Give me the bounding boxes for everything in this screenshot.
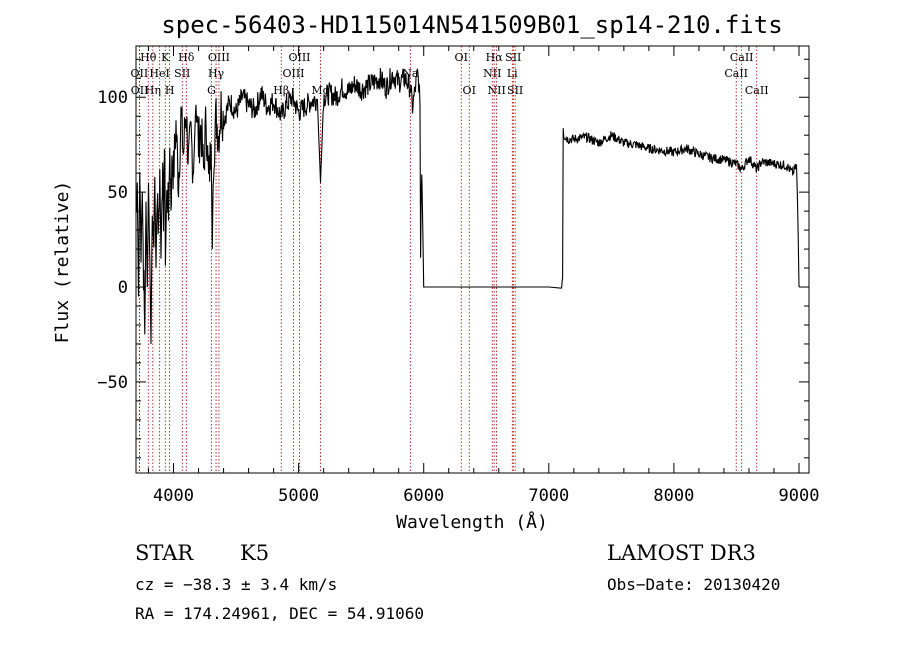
spectral-line-label: HeI <box>149 67 169 80</box>
chart-title: spec-56403-HD115014N541509B01_sp14-210.f… <box>161 11 782 39</box>
spectral-line-label: OI <box>463 84 476 97</box>
x-tick-label: 6000 <box>403 486 444 506</box>
coordinates-label: RA = 174.24961, DEC = 54.91060 <box>135 604 424 623</box>
spectral-line-label: Hδ <box>178 51 195 64</box>
spectral-line-label: OII <box>131 67 149 80</box>
spectral-line-label: SII <box>174 67 190 80</box>
x-tick-label: 4000 <box>153 486 194 506</box>
spectral-line-label: H <box>165 84 175 97</box>
x-axis-ticks: 4000 5000 6000 7000 8000 9000 <box>148 46 820 506</box>
spectral-line-label: CaII <box>724 67 748 80</box>
spectral-line-label: Hθ <box>140 51 157 64</box>
spectral-line-label: OIII <box>208 51 230 64</box>
survey-label: LAMOST DR3 <box>607 541 756 565</box>
spectrum-series-line <box>135 68 800 345</box>
x-tick-label: 5000 <box>278 486 319 506</box>
spectral-line-label: Hα <box>486 51 504 64</box>
spectral-line-label: Hη <box>145 84 161 97</box>
spectral-line-label: CaII <box>745 84 769 97</box>
spectral-line-label: OI <box>455 51 468 64</box>
obs-date-label: Obs−Date: 20130420 <box>607 575 780 594</box>
object-class-label: STAR <box>135 541 194 565</box>
spectral-line-label: SII <box>505 51 521 64</box>
plot-frame <box>135 45 810 474</box>
y-tick-label: −50 <box>97 373 128 393</box>
spectral-line-label: SII <box>507 84 523 97</box>
spectral-line-label: Li <box>507 67 518 80</box>
x-tick-label: 8000 <box>653 486 694 506</box>
spectral-line-label: G <box>207 84 216 97</box>
object-subclass-label: K5 <box>240 541 269 565</box>
spectral-line-label: CaII <box>730 51 754 64</box>
spectral-line-label: Hβ <box>273 84 289 97</box>
spectral-line-markers <box>138 46 758 473</box>
y-tick-label: 100 <box>97 88 128 108</box>
spectral-line-label: OII <box>131 84 149 97</box>
y-axis-label: Flux (relative) <box>52 181 73 344</box>
spectral-line-label: Mg <box>311 84 329 97</box>
spectral-line-label: NII <box>483 67 501 80</box>
spectral-line-label: Hγ <box>208 67 225 80</box>
x-axis-label: Wavelength (Å) <box>396 511 548 533</box>
y-tick-label: 50 <box>108 183 128 203</box>
spectral-line-label: OIII <box>282 67 304 80</box>
spectral-line-label: NII <box>487 84 505 97</box>
y-tick-label: 0 <box>118 278 128 298</box>
spectral-line-label: K <box>161 51 170 64</box>
redshift-label: cz = −38.3 ± 3.4 km/s <box>135 575 337 594</box>
y-axis-ticks: −50 0 50 100 <box>97 58 809 459</box>
spectral-line-labels: Hθ OII OII K HeI Hη SII H Hδ OIII Hγ G OIII OIII Hβ Mg N… <box>131 51 769 97</box>
spectral-line-label: OIII <box>288 51 310 64</box>
x-tick-label: 7000 <box>528 486 569 506</box>
x-tick-label: 9000 <box>779 486 820 506</box>
